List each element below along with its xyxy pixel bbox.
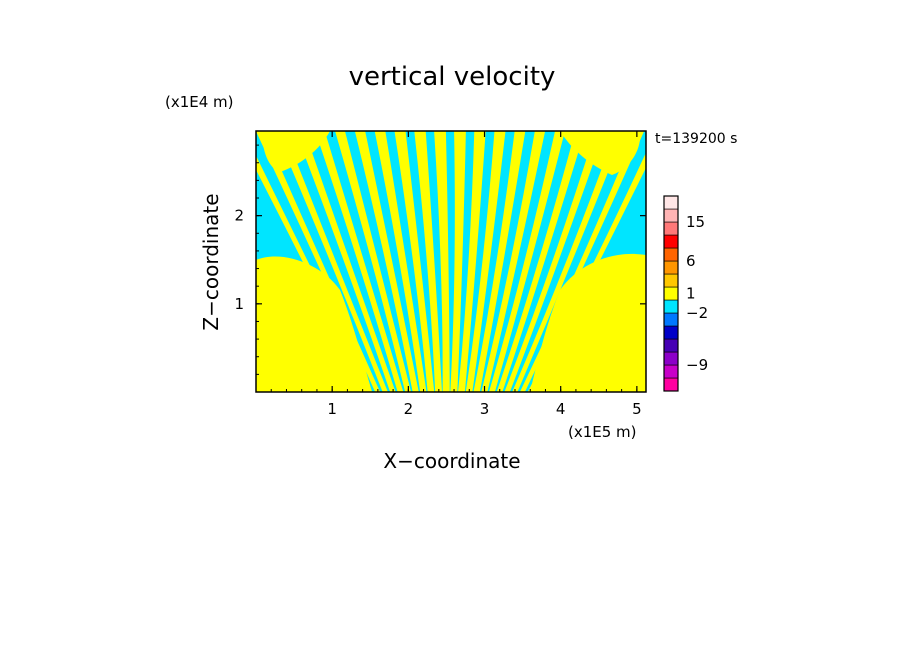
colorbar-bin: [663, 364, 679, 379]
positive-band: [295, 131, 396, 392]
positive-band: [374, 131, 427, 392]
colorbar-bin: [663, 234, 679, 249]
positive-band: [315, 131, 404, 392]
colorbar-bin: [663, 325, 679, 340]
x-axis-title: X−coordinate: [383, 449, 520, 473]
colorbar-frame: [663, 195, 679, 392]
x-tick-label: 1: [327, 400, 337, 418]
positive-band: [434, 131, 450, 392]
colorbar-bin: [663, 338, 679, 353]
colorbar-bin: [663, 195, 679, 210]
positive-band: [354, 131, 419, 392]
wave-bands: [256, 131, 646, 392]
colorbar-label: 15: [686, 213, 705, 231]
positive-band: [458, 131, 486, 392]
positive-band: [488, 131, 565, 392]
colorbar-bin: [663, 221, 679, 236]
colorbar-label: 1: [686, 285, 696, 303]
contour-field: [256, 131, 646, 392]
x-tick-label: 2: [404, 400, 414, 418]
positive-band: [504, 131, 605, 392]
y-unit-label: (x1E4 m): [165, 93, 234, 111]
positive-band: [335, 131, 412, 392]
positive-band: [512, 131, 625, 392]
colorbar-label: 6: [686, 252, 696, 270]
positive-band: [394, 131, 435, 392]
colorbar-bin: [663, 312, 679, 327]
colorbar-bin: [663, 273, 679, 288]
chart-title: vertical velocity: [349, 62, 556, 92]
colorbar: 15 6 1−2 −9: [663, 195, 708, 392]
x-unit-label: (x1E5 m): [568, 423, 637, 441]
x-tick-label: 3: [480, 400, 490, 418]
positive-band: [473, 131, 526, 392]
colorbar-label: −9: [686, 356, 708, 374]
y-axis: 12: [234, 144, 646, 375]
positive-band: [465, 131, 506, 392]
positive-band: [481, 131, 546, 392]
positive-lobe: [262, 131, 330, 172]
y-tick-label: 1: [234, 295, 244, 313]
positive-lobe: [256, 256, 372, 392]
colorbar-bin: [663, 286, 679, 301]
positive-band: [414, 131, 442, 392]
positive-lobe: [530, 253, 646, 392]
positive-band: [519, 131, 645, 392]
y-axis-title: Z−coordinate: [199, 193, 223, 330]
time-label: t=139200 s: [655, 131, 737, 147]
positive-band: [496, 131, 585, 392]
x-tick-label: 4: [556, 400, 566, 418]
positive-band: [256, 131, 381, 392]
colorbar-label: −2: [686, 304, 708, 322]
colorbar-bin: [663, 299, 679, 314]
plot-frame: [255, 130, 647, 393]
colorbar-bin: [663, 260, 679, 275]
positive-band: [450, 131, 466, 392]
colorbar-bin: [663, 208, 679, 223]
colorbar-bin: [663, 247, 679, 262]
colorbar-bin: [663, 351, 679, 366]
x-tick-label: 5: [632, 400, 642, 418]
positive-band: [275, 131, 388, 392]
x-axis: 1 2 3 4 5: [270, 131, 642, 418]
colorbar-bin: [663, 377, 679, 392]
y-tick-label: 2: [234, 207, 244, 225]
